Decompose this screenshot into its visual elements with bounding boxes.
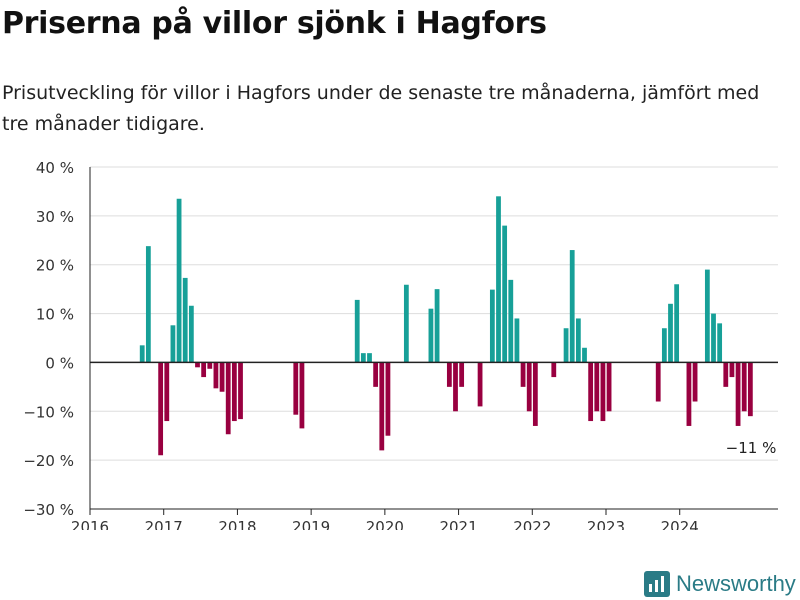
bar (704, 269, 710, 363)
bar (164, 362, 170, 422)
bar (569, 250, 575, 363)
bar (145, 246, 151, 363)
bar (600, 362, 606, 422)
bar (582, 347, 587, 363)
bar-chart: 40 %30 %20 %10 %0 %−10 %−20 %−30 % 2016 2… (23, 159, 778, 530)
y-axis: 40 % 30 % 20 % 10 % 0 % −10 % −20 % −30 % (23, 159, 91, 519)
x-tick-label: 2021 (439, 518, 477, 530)
y-tick-label: 10 % (36, 306, 74, 324)
y-tick-label: −30 % (23, 501, 74, 519)
bar (195, 362, 200, 368)
x-tick-label: 2017 (145, 518, 183, 530)
bar (717, 323, 723, 363)
bar (385, 362, 391, 436)
bar (213, 362, 219, 389)
x-tick-label: 2023 (587, 518, 625, 530)
x-axis: 2016 2017 2018 2019 2020 2021 2022 2023 2024 (71, 361, 778, 530)
bar (496, 196, 501, 363)
bar (747, 362, 753, 417)
bar (735, 362, 741, 426)
chart-title: Priserna på villor sjönk i Hagfors (2, 6, 547, 41)
bar (520, 362, 526, 387)
bar (668, 303, 673, 363)
bar (453, 362, 458, 412)
bar (238, 362, 243, 420)
bar (655, 362, 661, 402)
bar (188, 305, 194, 363)
y-tick-label: 40 % (36, 159, 74, 177)
bar (403, 284, 409, 363)
x-tick-label: 2016 (71, 518, 109, 530)
newsworthy-logo-icon (644, 571, 670, 597)
bar (729, 362, 735, 378)
x-tick-label: 2024 (661, 518, 699, 530)
bar (606, 362, 612, 412)
annotations: −11 % (726, 439, 777, 457)
bar (293, 362, 299, 415)
bar (299, 362, 305, 429)
x-tick-label: 2022 (513, 518, 551, 530)
x-tick-label: 2018 (218, 518, 256, 530)
brand: Newsworthy (644, 568, 796, 600)
bar (711, 313, 716, 363)
bar (477, 362, 483, 407)
chart-subtitle: Prisutveckling för villor i Hagfors unde… (2, 82, 760, 135)
bar (367, 353, 372, 363)
bar (428, 308, 434, 363)
y-tick-label: −20 % (23, 452, 74, 470)
bar (661, 328, 667, 363)
bar (723, 362, 729, 387)
bar (201, 362, 207, 378)
bar (741, 362, 747, 412)
bar (170, 325, 176, 363)
bar (514, 318, 520, 363)
x-tick-label: 2020 (366, 518, 404, 530)
bar (373, 362, 379, 387)
bar (692, 362, 698, 402)
y-tick-label: 30 % (36, 208, 74, 226)
bar (594, 362, 600, 412)
bar (225, 362, 231, 435)
bar (446, 362, 452, 387)
bar (575, 318, 581, 363)
bar (532, 362, 538, 426)
bar (176, 198, 182, 363)
bar (231, 362, 237, 422)
bar (360, 353, 366, 363)
bar (158, 362, 164, 456)
annotation-label: −11 % (726, 439, 777, 457)
bar (207, 362, 213, 369)
bar (182, 277, 188, 363)
bar (686, 362, 692, 426)
bar (139, 345, 145, 363)
y-tick-label: 20 % (36, 257, 74, 275)
bar (526, 362, 532, 412)
bar (379, 362, 385, 451)
y-tick-label: 0 % (45, 354, 74, 372)
bar (563, 328, 569, 363)
y-tick-label: −10 % (23, 403, 74, 421)
bar (489, 289, 495, 363)
bar (354, 299, 360, 363)
x-tick-label: 2019 (292, 518, 330, 530)
bar (502, 225, 508, 363)
bars (139, 196, 753, 456)
brand-name: Newsworthy (676, 571, 796, 596)
bar (508, 279, 514, 363)
bar (459, 362, 465, 387)
bar (674, 284, 680, 363)
bar (551, 362, 557, 378)
bar (219, 362, 225, 392)
bar (588, 362, 594, 422)
bar (434, 289, 440, 363)
